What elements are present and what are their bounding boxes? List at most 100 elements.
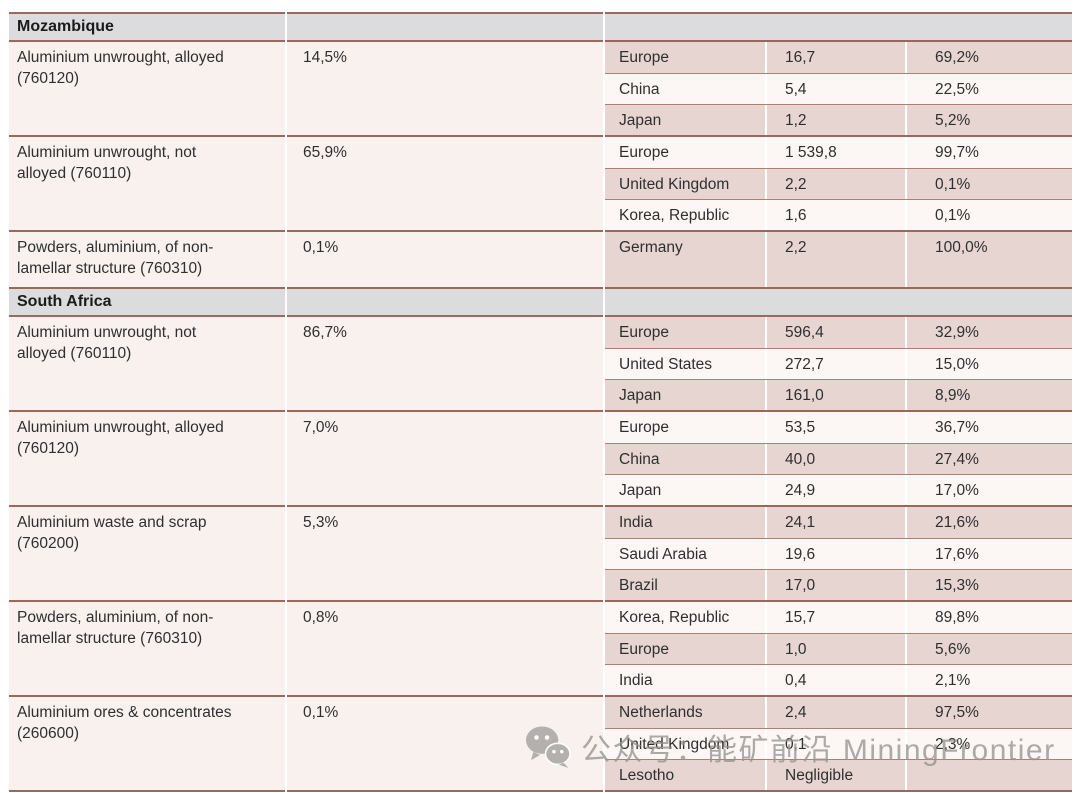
destination-share-cell: 17,0%	[907, 475, 1072, 505]
destination-row: United Kingdom 0,1 2,3%	[605, 728, 1072, 759]
destination-country-cell: United States	[605, 349, 765, 379]
product-share-cell: 0,1%	[287, 695, 603, 790]
destination-share-cell: 36,7%	[907, 412, 1072, 443]
destination-country-cell: India	[605, 665, 765, 695]
product-cell: Aluminium unwrought, not alloyed (760110…	[9, 135, 285, 230]
destination-row: Europe 1,0 5,6%	[605, 633, 1072, 664]
destination-share-cell: 27,4%	[907, 444, 1072, 474]
product-share-cell: 86,7%	[287, 317, 603, 410]
destination-row: Japan 161,0 8,9%	[605, 379, 1072, 410]
destination-share-cell: 8,9%	[907, 380, 1072, 410]
destinations-subtable: India 24,1 21,6% Saudi Arabia 19,6 17,6% Brazi…	[605, 505, 1072, 600]
destination-row: China 40,0 27,4%	[605, 443, 1072, 474]
destination-value-cell: 1 539,8	[767, 137, 905, 168]
destination-country-cell: Saudi Arabia	[605, 539, 765, 569]
destination-value-cell: 15,7	[767, 602, 905, 633]
destination-value-cell: 53,5	[767, 412, 905, 443]
destination-share-cell: 2,3%	[907, 729, 1072, 759]
destination-value-cell: 1,2	[767, 105, 905, 135]
destination-row: India 0,4 2,1%	[605, 664, 1072, 695]
destination-row: Japan 24,9 17,0%	[605, 474, 1072, 505]
destination-country-cell: China	[605, 444, 765, 474]
section-header-filler	[605, 12, 1072, 42]
destination-country-cell: Korea, Republic	[605, 602, 765, 633]
destination-country-cell: Europe	[605, 42, 765, 73]
destination-row: Korea, Republic 1,6 0,1%	[605, 199, 1072, 230]
destination-row: Korea, Republic 15,7 89,8%	[605, 602, 1072, 633]
destination-value-cell: 0,1	[767, 729, 905, 759]
destination-value-cell: 2,2	[767, 232, 905, 287]
destination-share-cell: 5,6%	[907, 634, 1072, 664]
product-cell: Aluminium unwrought, alloyed (760120)	[9, 410, 285, 505]
destination-country-cell: Japan	[605, 380, 765, 410]
product-share-cell: 7,0%	[287, 410, 603, 505]
destinations-subtable: Korea, Republic 15,7 89,8% Europe 1,0 5,6% Ind…	[605, 600, 1072, 695]
destination-row: Lesotho Negligible	[605, 759, 1072, 790]
destination-value-cell: 24,1	[767, 507, 905, 538]
destinations-subtable: Europe 1 539,8 99,7% United Kingdom 2,2 0,1% K…	[605, 135, 1072, 230]
section-header-filler	[287, 12, 603, 42]
destination-value-cell: Negligible	[767, 760, 905, 790]
destinations-subtable: Europe 53,5 36,7% China 40,0 27,4% Japan 24,9 17…	[605, 410, 1072, 505]
section-header-row: South Africa	[9, 287, 1072, 317]
destination-row: Saudi Arabia 19,6 17,6%	[605, 538, 1072, 569]
destination-country-cell: Germany	[605, 232, 765, 287]
product-cell: Powders, aluminium, of non-lamellar stru…	[9, 230, 285, 287]
product-share-cell: 0,8%	[287, 600, 603, 695]
destination-value-cell: 272,7	[767, 349, 905, 379]
destination-value-cell: 17,0	[767, 570, 905, 600]
destination-value-cell: 5,4	[767, 74, 905, 104]
destinations-subtable: Netherlands 2,4 97,5% United Kingdom 0,1 2,3%…	[605, 695, 1072, 790]
destination-share-cell: 22,5%	[907, 74, 1072, 104]
destinations-subtable: Europe 16,7 69,2% China 5,4 22,5% Japan 1,2 5,2%	[605, 42, 1072, 135]
destination-row: Germany 2,2 100,0%	[605, 232, 1072, 287]
product-share-cell: 65,9%	[287, 135, 603, 230]
destination-country-cell: Europe	[605, 634, 765, 664]
product-group-row: Aluminium unwrought, alloyed (760120) 7,0…	[9, 410, 1072, 505]
destination-share-cell: 15,3%	[907, 570, 1072, 600]
destination-share-cell: 0,1%	[907, 169, 1072, 199]
destination-value-cell: 19,6	[767, 539, 905, 569]
destination-row: Europe 596,4 32,9%	[605, 317, 1072, 348]
product-group-row: Aluminium unwrought, not alloyed (760110…	[9, 135, 1072, 230]
destinations-subtable: Europe 596,4 32,9% United States 272,7 15,0% J…	[605, 317, 1072, 410]
destination-country-cell: Japan	[605, 475, 765, 505]
table-bottom-rule	[9, 790, 1072, 792]
destination-country-cell: Korea, Republic	[605, 200, 765, 230]
destination-country-cell: Europe	[605, 412, 765, 443]
destination-country-cell: Netherlands	[605, 697, 765, 728]
destination-row: United Kingdom 2,2 0,1%	[605, 168, 1072, 199]
destination-row: India 24,1 21,6%	[605, 507, 1072, 538]
destination-share-cell: 17,6%	[907, 539, 1072, 569]
bottom-rule-segment	[605, 790, 1072, 792]
product-group-row: Aluminium unwrought, alloyed (760120) 14,…	[9, 42, 1072, 135]
export-destinations-table: Mozambique Aluminium unwrought, alloyed (…	[9, 12, 1072, 792]
destination-country-cell: Europe	[605, 317, 765, 348]
destination-value-cell: 1,0	[767, 634, 905, 664]
destination-value-cell: 16,7	[767, 42, 905, 73]
section-header-row: Mozambique	[9, 12, 1072, 42]
product-share-cell: 0,1%	[287, 230, 603, 287]
bottom-rule-segment	[9, 790, 285, 792]
product-group-row: Aluminium ores & concentrates (260600) 0,…	[9, 695, 1072, 790]
destination-row: Japan 1,2 5,2%	[605, 104, 1072, 135]
destination-share-cell: 32,9%	[907, 317, 1072, 348]
section-header-filler	[605, 287, 1072, 317]
destination-country-cell: United Kingdom	[605, 729, 765, 759]
destination-row: Brazil 17,0 15,3%	[605, 569, 1072, 600]
destination-value-cell: 1,6	[767, 200, 905, 230]
product-share-cell: 5,3%	[287, 505, 603, 600]
product-group-row: Aluminium waste and scrap (760200) 5,3% In…	[9, 505, 1072, 600]
product-cell: Aluminium waste and scrap (760200)	[9, 505, 285, 600]
destination-value-cell: 2,4	[767, 697, 905, 728]
destination-share-cell: 97,5%	[907, 697, 1072, 728]
product-cell: Aluminium ores & concentrates (260600)	[9, 695, 285, 790]
product-group-row: Powders, aluminium, of non-lamellar stru…	[9, 230, 1072, 287]
bottom-rule-segment	[287, 790, 603, 792]
destination-value-cell: 161,0	[767, 380, 905, 410]
destination-value-cell: 2,2	[767, 169, 905, 199]
destination-row: Europe 16,7 69,2%	[605, 42, 1072, 73]
destination-share-cell: 2,1%	[907, 665, 1072, 695]
destination-share-cell: 69,2%	[907, 42, 1072, 73]
destination-country-cell: Lesotho	[605, 760, 765, 790]
